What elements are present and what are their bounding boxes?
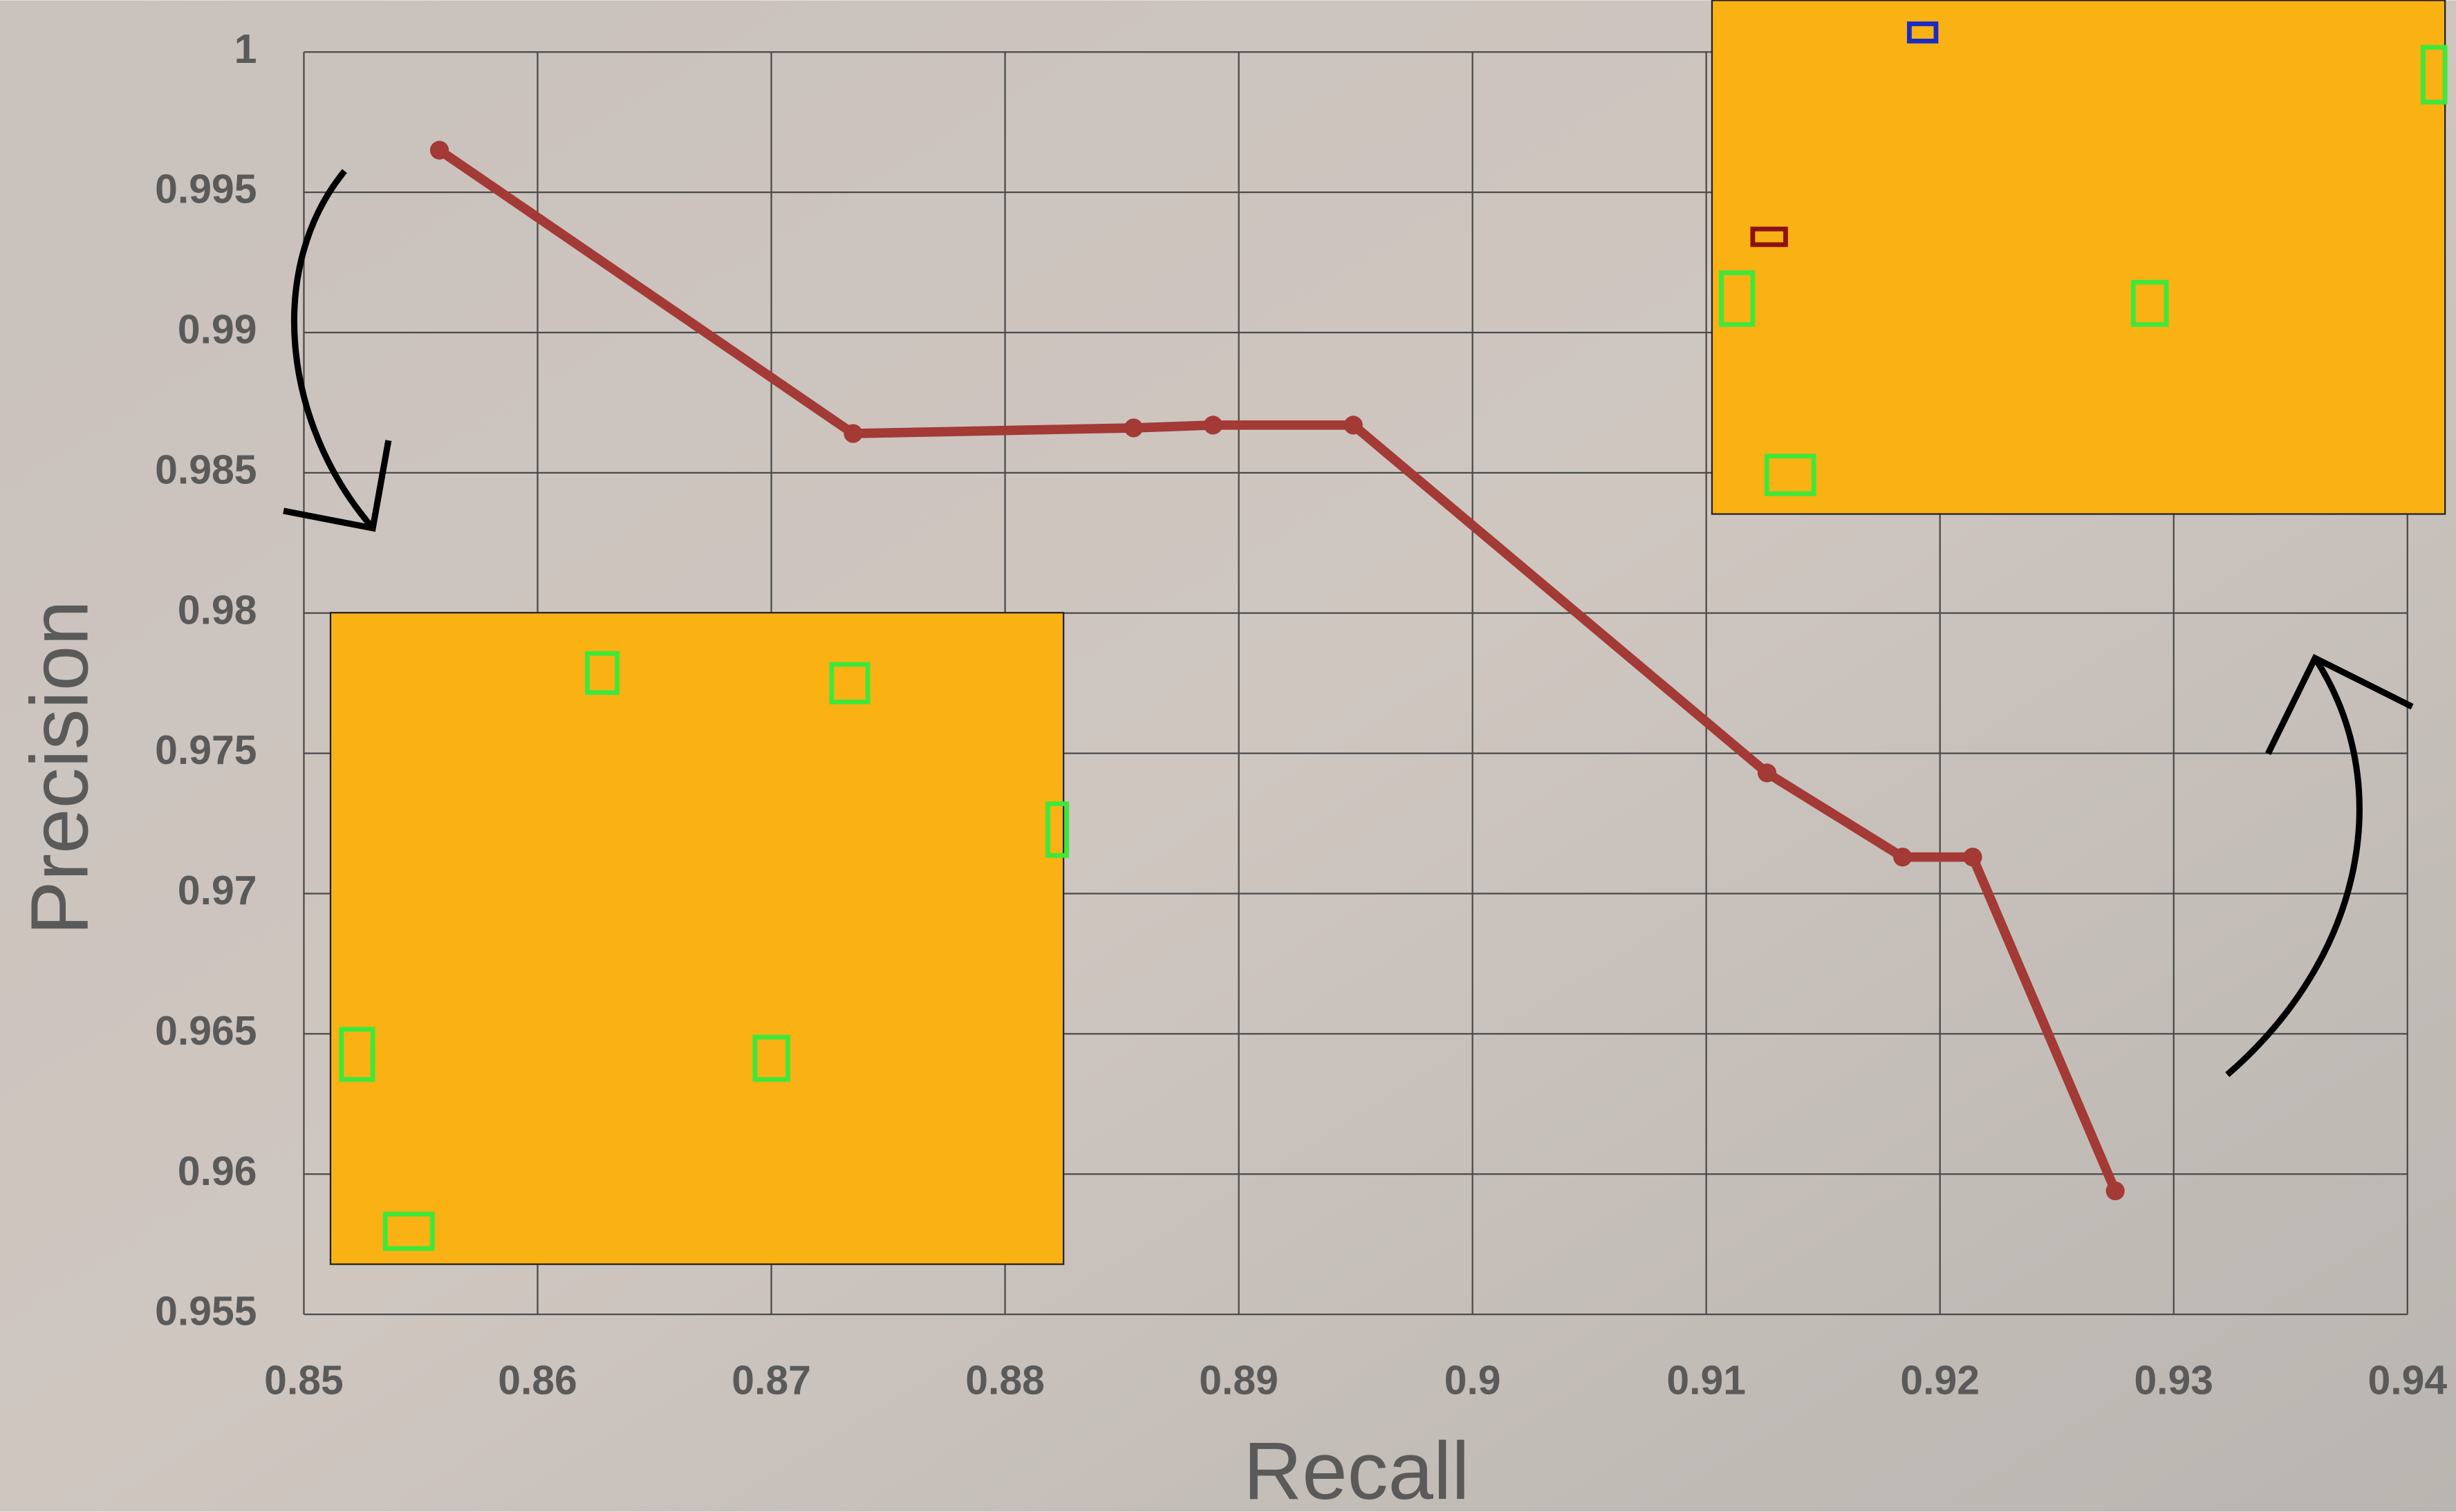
- inset-image: [1711, 0, 2446, 515]
- x-tick-label: 0.85: [264, 1358, 344, 1403]
- data-point: [2105, 1181, 2125, 1201]
- y-tick-label: 0.955: [155, 1289, 257, 1334]
- y-tick-label: 0.975: [155, 728, 257, 773]
- data-point: [1893, 848, 1913, 867]
- x-tick-label: 0.9: [1444, 1358, 1501, 1403]
- inset-image: [329, 612, 1065, 1265]
- plot: [429, 140, 2125, 1201]
- y-axis-title: Precision: [13, 600, 104, 935]
- data-point: [1203, 416, 1223, 435]
- data-point: [1124, 418, 1144, 438]
- x-tick-label: 0.88: [965, 1358, 1045, 1403]
- arrows: [283, 169, 2414, 1077]
- x-tick-label: 0.87: [732, 1358, 811, 1403]
- data-point: [429, 140, 449, 160]
- y-tick-label: 0.995: [155, 167, 257, 212]
- x-axis-title: Recall: [1243, 1425, 1469, 1512]
- data-point: [1757, 763, 1777, 783]
- y-tick-label: 0.97: [178, 868, 257, 913]
- x-tick-label: 0.89: [1199, 1358, 1278, 1403]
- detections: [339, 651, 1070, 1251]
- y-tick-label: 0.96: [178, 1149, 257, 1194]
- x-tick-label: 0.92: [1900, 1358, 1980, 1403]
- x-tick-label: 0.93: [2134, 1358, 2213, 1403]
- data-point: [1963, 848, 1982, 867]
- y-tick-label: 0.99: [178, 308, 257, 353]
- data-point: [1343, 416, 1363, 435]
- x-tick-label: 0.86: [498, 1358, 577, 1403]
- x-tick-label: 0.94: [2367, 1358, 2447, 1403]
- y-tick-label: 1: [234, 27, 257, 72]
- y-tick-label: 0.98: [178, 588, 257, 633]
- y-tick-label: 0.965: [155, 1009, 257, 1054]
- insets: [283, 0, 2448, 1265]
- detections: [1719, 21, 2448, 496]
- data-point: [844, 424, 863, 443]
- y-tick-label: 0.985: [155, 447, 257, 492]
- x-tick-label: 0.91: [1666, 1358, 1746, 1403]
